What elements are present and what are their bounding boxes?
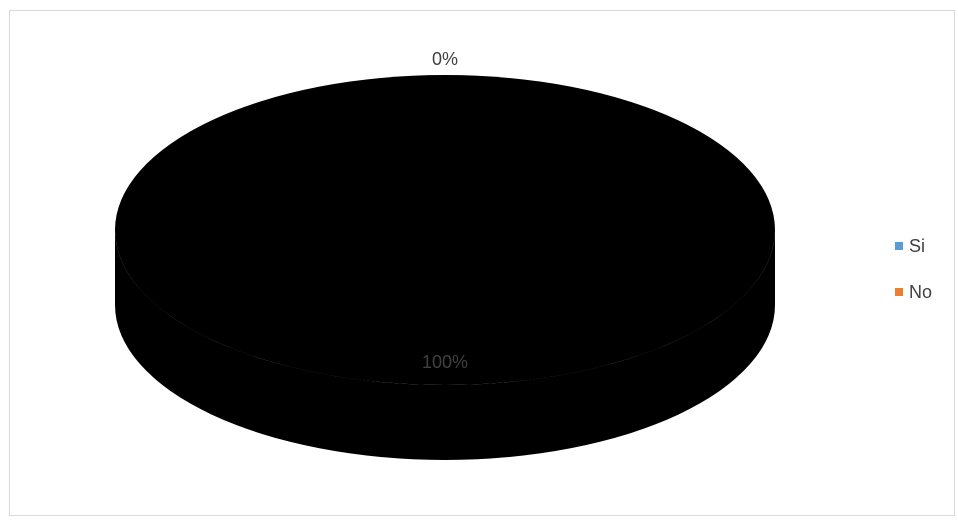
pie-side-wall [115,230,775,460]
pie-slice-no [115,75,775,385]
data-label-si: 0% [432,49,458,69]
data-label-no: 100% [422,352,468,372]
legend-label-si: Si [909,235,926,256]
legend: Si No [895,234,932,326]
legend-item-si: Si [895,234,932,258]
legend-swatch-no [895,288,903,296]
legend-label-no: No [909,281,933,302]
legend-swatch-si [895,242,903,250]
legend-item-no: No [895,280,932,304]
